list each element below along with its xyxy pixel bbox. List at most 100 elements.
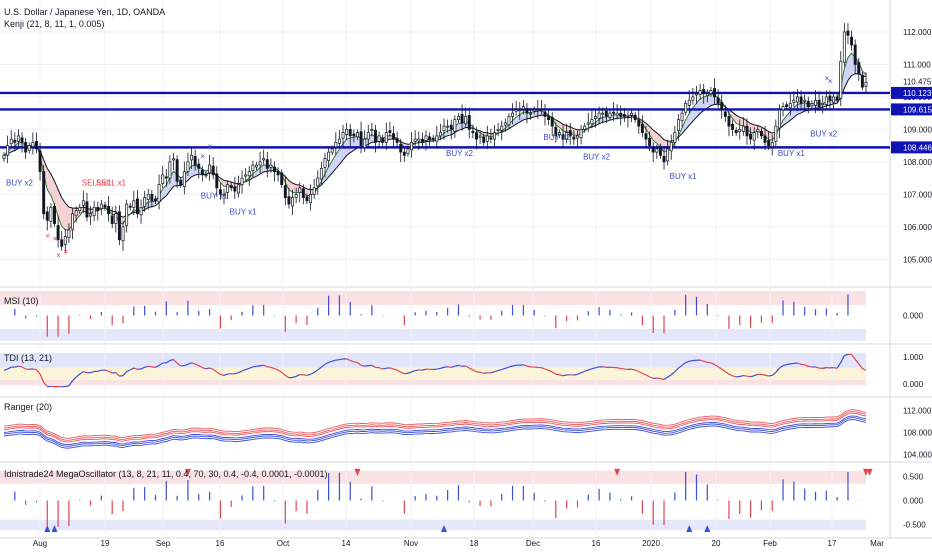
candle-body bbox=[627, 116, 629, 117]
megaoscillator-indicator-label: Idnistrade24 MegaOscillator (13, 8, 21, … bbox=[4, 469, 328, 479]
candle-body bbox=[692, 97, 694, 100]
candle-body bbox=[367, 133, 369, 139]
candle-body bbox=[107, 206, 109, 213]
candle-body bbox=[616, 113, 618, 115]
candle-body bbox=[728, 116, 730, 126]
candle-body bbox=[749, 134, 751, 139]
candle-body bbox=[663, 156, 665, 162]
horizontal-levels bbox=[0, 93, 890, 147]
candle-body bbox=[53, 206, 55, 223]
candle-body bbox=[688, 100, 690, 105]
mega-tick-label: -0.500 bbox=[903, 520, 926, 529]
candle-body bbox=[162, 175, 164, 184]
candle-body bbox=[382, 138, 384, 143]
candle-body bbox=[454, 120, 456, 132]
candles bbox=[3, 23, 867, 253]
candle-body bbox=[861, 75, 863, 87]
candle-body bbox=[620, 113, 622, 116]
signal-star-mark: × bbox=[56, 251, 61, 260]
candle-body bbox=[364, 139, 366, 147]
candle-body bbox=[158, 185, 160, 202]
tdi-line-segment bbox=[823, 368, 827, 369]
price-indicator-label: Kenji (21, 8, 11, 1, 0.005) bbox=[4, 19, 104, 29]
candle-body bbox=[259, 162, 261, 165]
candle-body bbox=[263, 159, 265, 160]
candle-body bbox=[804, 100, 806, 101]
candle-body bbox=[353, 134, 355, 136]
tdi-line-segment bbox=[267, 367, 271, 368]
candle-body bbox=[439, 133, 441, 136]
candle-body bbox=[648, 138, 650, 145]
candle-body bbox=[198, 164, 200, 168]
candle-body bbox=[674, 133, 676, 143]
candle-body bbox=[212, 166, 214, 175]
candle-body bbox=[136, 199, 138, 214]
price-label: 108.446 bbox=[903, 143, 932, 152]
msi-oversold-zone bbox=[0, 329, 866, 341]
candle-body bbox=[576, 136, 578, 138]
candle-body bbox=[216, 174, 218, 188]
candle-body bbox=[638, 120, 640, 126]
candle-body bbox=[836, 97, 838, 100]
signal-star-mark: × bbox=[63, 248, 68, 257]
tdi-line-segment bbox=[834, 368, 838, 369]
candle-body bbox=[807, 101, 809, 107]
candle-body bbox=[814, 100, 816, 105]
tdi-line-segment bbox=[339, 359, 343, 360]
tdi-line-segment bbox=[256, 366, 260, 367]
candle-body bbox=[840, 61, 842, 98]
signal-star-mark: × bbox=[200, 152, 205, 161]
ranger-tick-label: 112.000 bbox=[903, 406, 932, 415]
candle-body bbox=[760, 131, 762, 136]
candle-body bbox=[400, 144, 402, 152]
time-tick-label: 16 bbox=[592, 539, 601, 548]
candle-body bbox=[418, 139, 420, 141]
candle-body bbox=[670, 142, 672, 150]
candle-body bbox=[118, 212, 120, 240]
mega-oversold-zone bbox=[0, 520, 866, 531]
candle-body bbox=[273, 167, 275, 172]
candle-body bbox=[573, 137, 575, 139]
candle-body bbox=[140, 207, 142, 214]
candle-body bbox=[526, 109, 528, 114]
tdi-line-segment bbox=[761, 374, 765, 375]
mega-tick-label: 0.000 bbox=[903, 497, 924, 506]
candle-body bbox=[587, 123, 589, 124]
tdi-line-segment bbox=[765, 375, 769, 376]
candle-body bbox=[324, 159, 326, 168]
candle-body bbox=[847, 31, 849, 35]
candle-body bbox=[266, 160, 268, 169]
candle-body bbox=[786, 105, 788, 107]
candle-body bbox=[64, 237, 66, 245]
candle-body bbox=[594, 116, 596, 118]
grid-lines bbox=[0, 0, 890, 538]
time-tick-label: 2020 bbox=[642, 539, 660, 548]
candle-body bbox=[252, 165, 254, 171]
candle-body bbox=[425, 136, 427, 141]
candle-body bbox=[515, 110, 517, 111]
tdi-line-segment bbox=[206, 368, 210, 369]
candle-body bbox=[151, 194, 153, 200]
time-tick-label: Aug bbox=[33, 539, 47, 548]
candle-body bbox=[79, 207, 81, 210]
candle-body bbox=[475, 133, 477, 139]
time-tick-label: 17 bbox=[828, 539, 837, 548]
mega-tick-label: 0.500 bbox=[903, 473, 924, 482]
msi-indicator-label: MSI (10) bbox=[4, 296, 39, 306]
ranger-indicator-label: Ranger (20) bbox=[4, 402, 52, 412]
tdi-line-segment bbox=[383, 368, 387, 369]
candle-body bbox=[854, 45, 856, 64]
tdi-line-segment bbox=[437, 368, 441, 369]
tdi-line-segment bbox=[707, 362, 711, 363]
signal-label: BUY x1 bbox=[670, 172, 698, 181]
candle-body bbox=[850, 37, 852, 45]
candle-body bbox=[28, 146, 30, 151]
price-tick-label: 108.000 bbox=[903, 158, 932, 167]
candle-body bbox=[234, 187, 236, 191]
candle-body bbox=[818, 100, 820, 106]
candle-body bbox=[194, 156, 196, 165]
time-tick-label: 14 bbox=[342, 539, 351, 548]
candle-body bbox=[713, 88, 715, 96]
